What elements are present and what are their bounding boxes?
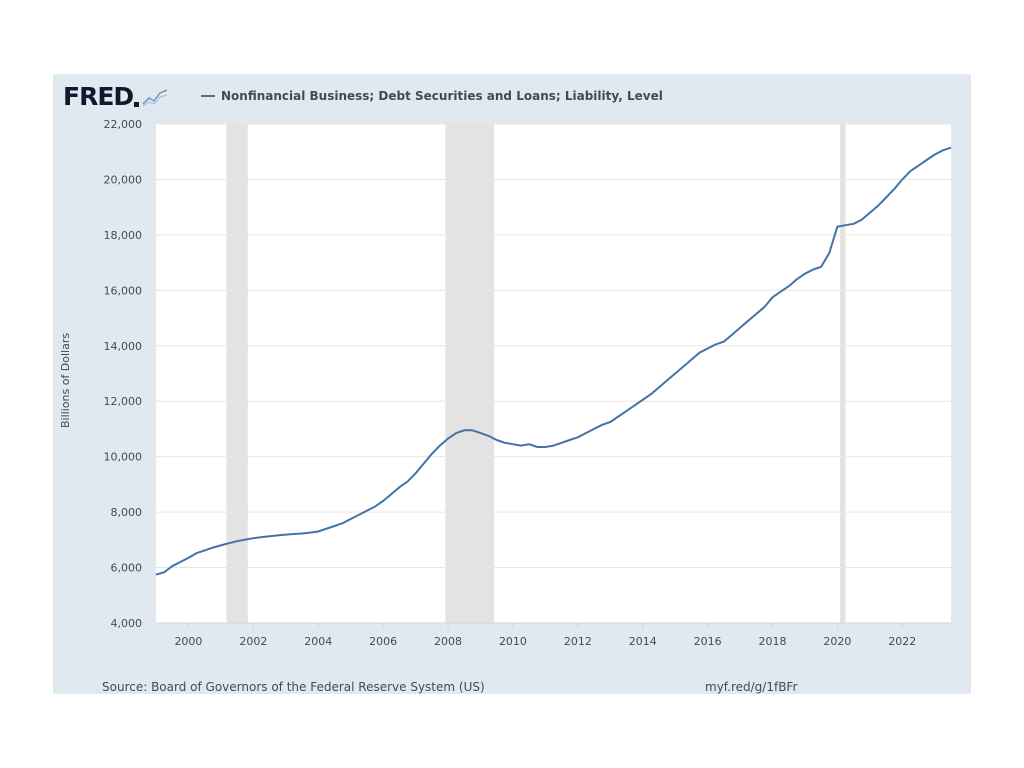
- x-tick-label: 2020: [823, 635, 851, 648]
- y-tick-label: 20,000: [104, 173, 143, 186]
- logo-dot: [134, 101, 140, 107]
- recession-band-1: [226, 124, 248, 623]
- recession-bands: [226, 124, 846, 623]
- x-tick-label: 2022: [888, 635, 916, 648]
- series-line[interactable]: [155, 146, 952, 576]
- x-tick-label: 2012: [564, 635, 592, 648]
- plot-background: [156, 124, 951, 623]
- x-tick-label: 2010: [499, 635, 527, 648]
- y-axis-label: Billions of Dollars: [59, 332, 72, 428]
- x-tick-label: 2006: [369, 635, 397, 648]
- x-tick-label: 2016: [694, 635, 722, 648]
- y-axis-ticks: 4,000 6,000 8,000 10,000 12,000 14,000 16,000 1…: [104, 118, 143, 630]
- legend-swatch: [201, 95, 215, 97]
- y-tick-label: 4,000: [111, 617, 143, 630]
- x-tick-label: 2008: [434, 635, 462, 648]
- legend-label: Nonfinancial Business; Debt Securities a…: [221, 89, 663, 103]
- y-tick-label: 16,000: [104, 284, 143, 297]
- gridlines: [156, 123, 951, 569]
- x-tick-label: 2000: [174, 635, 202, 648]
- y-tick-label: 14,000: [104, 340, 143, 353]
- y-tick-label: 6,000: [111, 562, 143, 575]
- x-axis-ticks: 2000 2002 2004 2006 2008 2010 2012 2014 2016 2018…: [174, 623, 916, 648]
- y-tick-label: 12,000: [104, 395, 143, 408]
- y-tick-label: 18,000: [104, 229, 143, 242]
- y-tick-label: 10,000: [104, 451, 143, 464]
- x-tick-label: 2014: [629, 635, 657, 648]
- x-tick-label: 2002: [239, 635, 267, 648]
- chart-frame: 4,000 6,000 8,000 10,000 12,000 14,000 16,000 1…: [53, 74, 971, 694]
- line-chart: 4,000 6,000 8,000 10,000 12,000 14,000 16,000 1…: [104, 118, 952, 648]
- legend[interactable]: Nonfinancial Business; Debt Securities a…: [201, 88, 663, 104]
- recession-band-3: [840, 124, 846, 623]
- fred-logo[interactable]: FRED: [63, 81, 168, 113]
- source-note: Source: Board of Governors of the Federa…: [102, 680, 485, 694]
- fred-logo-text: FRED: [63, 82, 134, 111]
- fred-graph-icon: [142, 89, 168, 107]
- x-tick-label: 2004: [304, 635, 332, 648]
- x-tick-label: 2018: [759, 635, 787, 648]
- y-tick-label: 8,000: [111, 506, 143, 519]
- recession-band-2: [445, 124, 495, 623]
- y-tick-label: 22,000: [104, 118, 143, 131]
- short-link[interactable]: myf.red/g/1fBFr: [705, 680, 798, 694]
